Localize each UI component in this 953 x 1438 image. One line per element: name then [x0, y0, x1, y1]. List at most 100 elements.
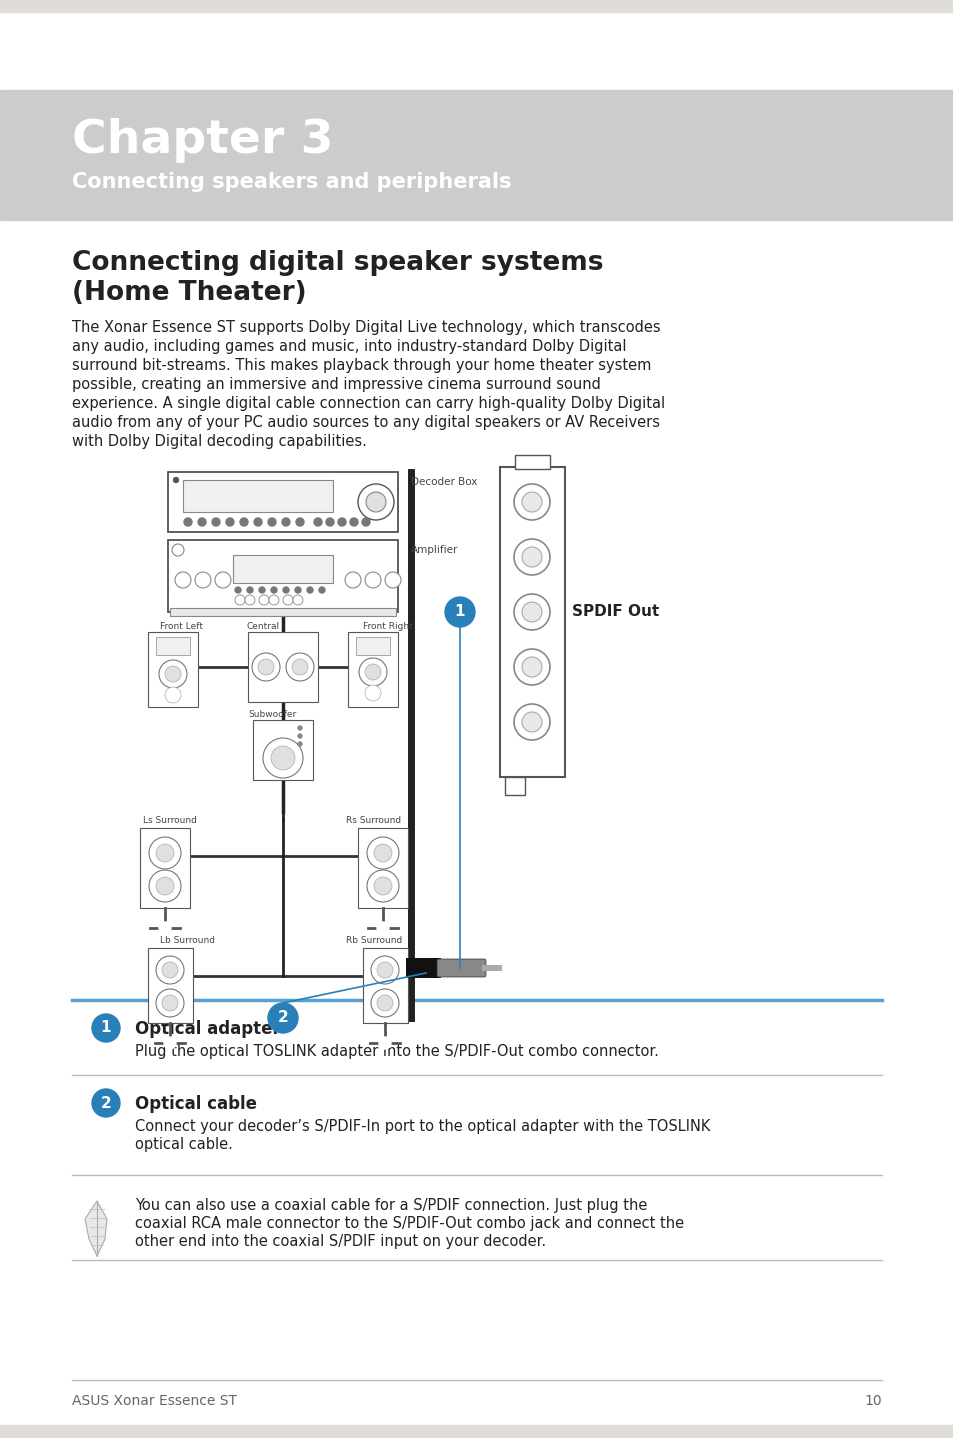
Circle shape — [247, 587, 253, 592]
Circle shape — [514, 594, 550, 630]
Text: Rs Surround: Rs Surround — [346, 815, 400, 825]
Bar — [0, 0, 953, 12]
Text: SPDIF Out: SPDIF Out — [572, 604, 659, 620]
Circle shape — [149, 870, 181, 902]
Bar — [481, 965, 501, 971]
Text: Ls Surround: Ls Surround — [143, 815, 196, 825]
Circle shape — [162, 962, 178, 978]
Circle shape — [521, 603, 541, 623]
Circle shape — [257, 659, 274, 674]
Circle shape — [514, 539, 550, 575]
Circle shape — [283, 595, 293, 605]
Circle shape — [357, 485, 394, 521]
Circle shape — [258, 595, 269, 605]
Bar — [248, 631, 317, 702]
Circle shape — [367, 837, 398, 869]
Text: Optical adapter: Optical adapter — [135, 1020, 280, 1038]
Circle shape — [292, 659, 308, 674]
Circle shape — [226, 518, 233, 526]
Circle shape — [214, 572, 231, 588]
Circle shape — [358, 659, 387, 686]
Circle shape — [212, 518, 220, 526]
Circle shape — [245, 595, 254, 605]
Circle shape — [91, 1014, 120, 1043]
Text: optical cable.: optical cable. — [135, 1137, 233, 1152]
Circle shape — [286, 653, 314, 682]
Circle shape — [521, 546, 541, 567]
Circle shape — [297, 726, 302, 731]
Bar — [253, 720, 313, 779]
Circle shape — [164, 1037, 175, 1048]
Bar — [148, 631, 198, 707]
Circle shape — [263, 738, 303, 778]
Circle shape — [365, 664, 380, 680]
Polygon shape — [85, 1201, 107, 1255]
Circle shape — [149, 837, 181, 869]
Text: Connecting digital speaker systems: Connecting digital speaker systems — [71, 250, 603, 276]
Circle shape — [194, 572, 211, 588]
Circle shape — [365, 684, 380, 700]
Text: ASUS Xonar Essence ST: ASUS Xonar Essence ST — [71, 1393, 236, 1408]
FancyBboxPatch shape — [436, 959, 485, 976]
Bar — [363, 948, 408, 1022]
Bar — [148, 948, 193, 1022]
Text: possible, creating an immersive and impressive cinema surround sound: possible, creating an immersive and impr… — [71, 377, 600, 393]
Text: 2: 2 — [277, 1011, 288, 1025]
Bar — [140, 828, 190, 907]
Bar — [515, 454, 550, 469]
Bar — [170, 608, 395, 615]
Bar — [0, 1425, 953, 1438]
Circle shape — [326, 518, 334, 526]
Circle shape — [314, 518, 322, 526]
Text: Plug the optical TOSLINK adapter into the S/PDIF-Out combo connector.: Plug the optical TOSLINK adapter into th… — [135, 1044, 659, 1058]
Circle shape — [172, 544, 184, 557]
Circle shape — [268, 518, 275, 526]
Circle shape — [345, 572, 360, 588]
Bar — [156, 637, 190, 654]
Circle shape — [271, 746, 294, 769]
Circle shape — [165, 666, 181, 682]
Circle shape — [374, 844, 392, 861]
Circle shape — [371, 989, 398, 1017]
Circle shape — [367, 870, 398, 902]
Text: 2: 2 — [100, 1096, 112, 1110]
Circle shape — [350, 518, 357, 526]
Bar — [0, 91, 953, 220]
Text: 10: 10 — [863, 1393, 882, 1408]
Circle shape — [366, 492, 386, 512]
Text: Connecting speakers and peripherals: Connecting speakers and peripherals — [71, 173, 511, 193]
Bar — [504, 777, 524, 795]
Text: Lb Surround: Lb Surround — [160, 936, 214, 945]
Circle shape — [268, 1002, 297, 1032]
Circle shape — [514, 649, 550, 684]
Text: You can also use a coaxial cable for a S/PDIF connection. Just plug the: You can also use a coaxial cable for a S… — [135, 1198, 647, 1214]
Circle shape — [156, 956, 184, 984]
Circle shape — [376, 962, 393, 978]
Circle shape — [521, 712, 541, 732]
Circle shape — [295, 518, 304, 526]
Bar — [355, 637, 390, 654]
Circle shape — [337, 518, 346, 526]
Circle shape — [521, 492, 541, 512]
Text: any audio, including games and music, into industry-standard Dolby Digital: any audio, including games and music, in… — [71, 339, 626, 354]
Text: Front Left: Front Left — [160, 623, 203, 631]
Circle shape — [234, 587, 241, 592]
Circle shape — [156, 844, 173, 861]
Circle shape — [514, 485, 550, 521]
Circle shape — [297, 733, 302, 738]
Bar — [348, 631, 397, 707]
Text: 1: 1 — [101, 1021, 112, 1035]
Circle shape — [376, 922, 389, 935]
Text: audio from any of your PC audio sources to any digital speakers or AV Receivers: audio from any of your PC audio sources … — [71, 416, 659, 430]
Circle shape — [514, 705, 550, 741]
Bar — [168, 541, 397, 613]
Bar — [233, 555, 333, 582]
Bar — [183, 480, 333, 512]
Text: with Dolby Digital decoding capabilities.: with Dolby Digital decoding capabilities… — [71, 434, 367, 449]
Circle shape — [297, 742, 302, 746]
Circle shape — [374, 877, 392, 894]
Text: Connect your decoder’s S/PDIF-In port to the optical adapter with the TOSLINK: Connect your decoder’s S/PDIF-In port to… — [135, 1119, 710, 1135]
Text: Optical cable: Optical cable — [135, 1094, 256, 1113]
Circle shape — [361, 518, 370, 526]
Circle shape — [444, 597, 475, 627]
